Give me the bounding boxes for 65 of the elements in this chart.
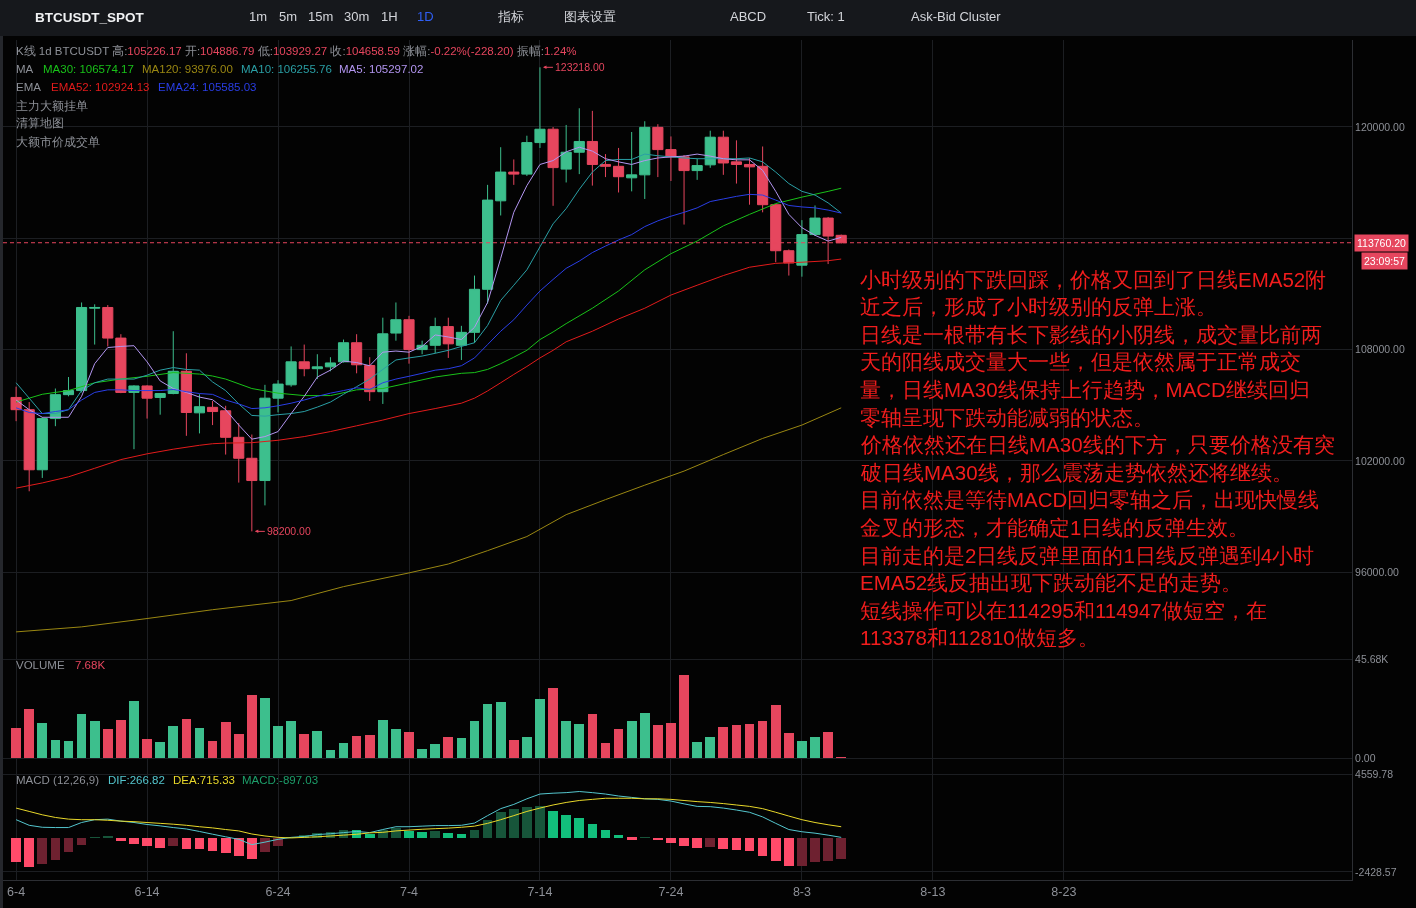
annotation: MA [16, 63, 34, 75]
annotation: 价格依然还在日线MA30线的下方，只要价格没有突 [860, 433, 1335, 456]
text: DIF:266.82 [108, 774, 165, 786]
y-tick-label: 96000.00 [1355, 565, 1400, 578]
annotation: 大额市价成交单 [16, 135, 100, 148]
text: DEA:715.33 [173, 774, 236, 786]
annotation: MACD:-897.03 [242, 774, 319, 786]
text: MA10: 106255.76 [241, 63, 332, 75]
y-tick-label: 120000.00 [1355, 120, 1405, 133]
annotation: 破日线MA30线，那么震荡走势依然还将继续。 [860, 461, 1293, 484]
annotation: EMA [16, 81, 42, 93]
x-tick-label: 6-4 [7, 885, 26, 899]
y-tick-label: 108000.00 [1355, 343, 1405, 356]
x-tick-label: 6-14 [134, 885, 160, 899]
annotation: 日线是一根带有长下影线的小阴线，成交量比前两 [860, 323, 1322, 346]
y-tick-label: -2428.57 [1355, 865, 1397, 878]
annotation: 近之后，形成了小时级别的反弹上涨。 [860, 295, 1217, 318]
x-tick-label: 7-14 [527, 885, 553, 899]
x-tick-label: 6-24 [265, 885, 291, 899]
annotation: 短线操作可以在114295和114947做短空，在 [860, 599, 1267, 622]
x-tick-label: 7-4 [399, 885, 419, 899]
annotation: 小时级别的下跌回踩，价格又回到了日线EMA52附 [860, 268, 1327, 291]
annotation: 主力大额挂单 [16, 99, 88, 112]
text: 图表设置 [564, 9, 616, 24]
text: 1D [417, 9, 434, 24]
annotation: VOLUME [16, 659, 65, 671]
text: 指标 [497, 9, 524, 24]
x-tick-label: 8-3 [792, 885, 811, 899]
text: 23:09:57 [1364, 255, 1406, 267]
text: 1m [249, 9, 268, 24]
annotation: 量，日线MA30线保持上行趋势，MACD继续回归 [860, 378, 1310, 401]
annotation: MACD (12,26,9) [16, 774, 100, 786]
annotation: 天的阳线成交量大一些，但是依然属于正常成交 [860, 350, 1301, 373]
annotation: EMA52线反抽出现下跌动能不足的走势。 [860, 571, 1243, 594]
text: MA5: 105297.02 [339, 63, 424, 75]
annotation: 98200.00 [267, 525, 311, 537]
annotation: 目前走的是2日线反弹里面的1日线反弹遇到4小时 [860, 544, 1315, 567]
annotation: 123218.00 [555, 61, 605, 73]
text: EMA24: 105585.03 [158, 81, 257, 93]
annotation: 金叉的形态，才能确定1日线的反弹生效。 [860, 516, 1250, 539]
text: 30m [344, 9, 370, 24]
text: 5m [279, 9, 298, 24]
text: K线 1d BTCUSDT 高:105226.17 开:104886.79 低:103929.27 收:104658.59 涨幅:-0.22%(-228.20) 振幅:1.24% [16, 45, 577, 57]
text: Ask-Bid Cluster [911, 9, 1002, 24]
x-tick-label: 8-23 [1051, 885, 1077, 899]
ref-line-label: 113760.20 [1357, 237, 1407, 249]
text: MA30: 106574.17 [43, 63, 134, 75]
annotation: 113378和112810做短多。 [860, 626, 1099, 649]
annotation: 清算地图 [16, 117, 64, 129]
text: MA120: 93976.00 [142, 63, 233, 75]
x-tick-label: 7-24 [658, 885, 684, 899]
text: Tick: 1 [807, 9, 845, 24]
text: 1H [381, 9, 398, 24]
text: EMA52: 102924.13 [51, 81, 150, 93]
annotation: 7.68K [75, 659, 106, 671]
text: 15m [308, 9, 334, 24]
y-tick-label: 102000.00 [1355, 454, 1405, 467]
chart-title: BTCUSDT_SPOT [35, 9, 145, 25]
y-tick-label: 4559.78 [1355, 767, 1394, 780]
y-tick-label: 0.00 [1355, 751, 1376, 764]
y-tick-label: 45.68K [1355, 652, 1389, 665]
annotation: 零轴呈现下跌动能减弱的状态。 [860, 406, 1154, 429]
x-tick-label: 8-13 [920, 885, 946, 899]
text: ABCD [730, 9, 767, 24]
annotation: 目前依然是等待MACD回归零轴之后，出现快慢线 [860, 488, 1320, 511]
